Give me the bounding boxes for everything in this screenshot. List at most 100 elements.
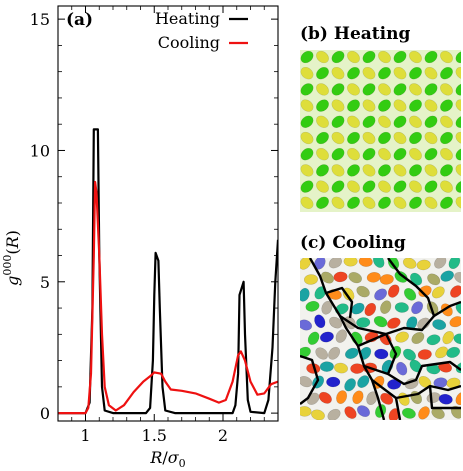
- particle-yellow: [331, 99, 345, 112]
- y-axis-ticks: 0 5 10 15: [30, 10, 278, 423]
- particle-yellow: [440, 115, 453, 128]
- particle-green: [362, 83, 376, 96]
- particle: [401, 407, 416, 419]
- particle-yellow: [362, 99, 376, 112]
- particle: [379, 274, 394, 285]
- particle: [417, 317, 431, 330]
- particle: [303, 274, 319, 285]
- particle-green: [409, 196, 422, 209]
- particle: [372, 258, 385, 268]
- y-axis-label: g000(R): [1, 230, 22, 286]
- particle-green: [409, 99, 422, 112]
- particle-yellow: [407, 211, 424, 228]
- particle-yellow: [347, 180, 360, 193]
- particle: [380, 392, 394, 405]
- particle-yellow: [347, 115, 360, 128]
- particle: [374, 348, 389, 360]
- particle-green: [331, 148, 345, 161]
- particle-green: [316, 67, 329, 80]
- particle: [328, 346, 341, 360]
- panel-label-b: (b) Heating: [300, 24, 410, 44]
- particle: [411, 301, 424, 315]
- particle: [311, 409, 325, 420]
- particle-yellow: [376, 211, 393, 228]
- particle: [374, 288, 388, 301]
- legend: Heating Cooling: [155, 9, 248, 52]
- particle: [300, 375, 313, 388]
- particle: [435, 346, 449, 359]
- particle: [364, 302, 377, 317]
- particle-green: [362, 148, 376, 161]
- particle: [321, 300, 333, 315]
- particle-green: [331, 50, 345, 64]
- particle-green: [347, 196, 360, 209]
- particle-green: [455, 148, 461, 161]
- particle-yellow: [331, 196, 345, 209]
- particle: [307, 331, 320, 345]
- particle-green: [409, 164, 422, 177]
- particle-yellow: [424, 67, 438, 80]
- domain-boundaries: [300, 258, 461, 420]
- particle: [333, 362, 349, 374]
- particle: [442, 331, 455, 345]
- particle: [344, 378, 356, 392]
- particle-yellow: [438, 211, 455, 228]
- particle: [344, 406, 357, 419]
- plot-frame: [57, 5, 279, 422]
- particle-green: [378, 99, 391, 112]
- particle-green: [378, 67, 391, 80]
- particle: [356, 405, 371, 418]
- particle-green: [378, 196, 391, 209]
- particle: [394, 302, 409, 313]
- particle-yellow: [424, 164, 438, 177]
- particle-green: [393, 180, 407, 193]
- particle-green: [393, 50, 407, 64]
- particle-green: [316, 164, 329, 177]
- particle-yellow: [440, 148, 453, 161]
- particle: [387, 379, 402, 390]
- particle-yellow: [455, 67, 461, 80]
- particle-yellow: [362, 131, 376, 145]
- particle-yellow: [378, 180, 391, 193]
- particle: [320, 271, 334, 284]
- y-tick-label: 10: [30, 141, 50, 160]
- particle: [305, 300, 320, 312]
- particle: [417, 349, 432, 360]
- particle-yellow: [455, 164, 461, 177]
- particle: [434, 258, 447, 269]
- particle-green: [316, 131, 329, 145]
- particle-yellow: [440, 180, 453, 193]
- particle-green: [455, 115, 461, 128]
- heating-particle-lattice: [300, 50, 461, 228]
- particle: [416, 259, 431, 271]
- particle-yellow: [424, 196, 438, 209]
- particle-green: [424, 115, 438, 128]
- particle-green: [362, 115, 376, 128]
- particle-green: [347, 131, 360, 145]
- particle-yellow: [300, 67, 314, 80]
- y-tick-label: 0: [40, 404, 50, 423]
- particle-green: [347, 99, 360, 112]
- particle-green: [378, 164, 391, 177]
- particle-green: [331, 115, 345, 128]
- particle-green: [455, 180, 461, 193]
- particle: [348, 271, 362, 284]
- particle: [319, 361, 334, 372]
- particle: [343, 258, 358, 267]
- particle-green: [347, 67, 360, 80]
- particle-yellow: [393, 164, 407, 177]
- particle: [449, 316, 461, 328]
- particle-yellow: [393, 67, 407, 80]
- particle-yellow: [316, 180, 329, 193]
- particle: [411, 332, 425, 344]
- particle: [319, 331, 334, 343]
- particle-green: [316, 99, 329, 112]
- x-tick-label: 2: [218, 426, 228, 445]
- particle: [402, 258, 417, 269]
- particle: [342, 287, 355, 301]
- particle-green: [424, 148, 438, 161]
- particle-yellow: [300, 99, 314, 112]
- particle-green: [329, 211, 346, 228]
- particle: [352, 390, 364, 405]
- particle-green: [300, 148, 314, 161]
